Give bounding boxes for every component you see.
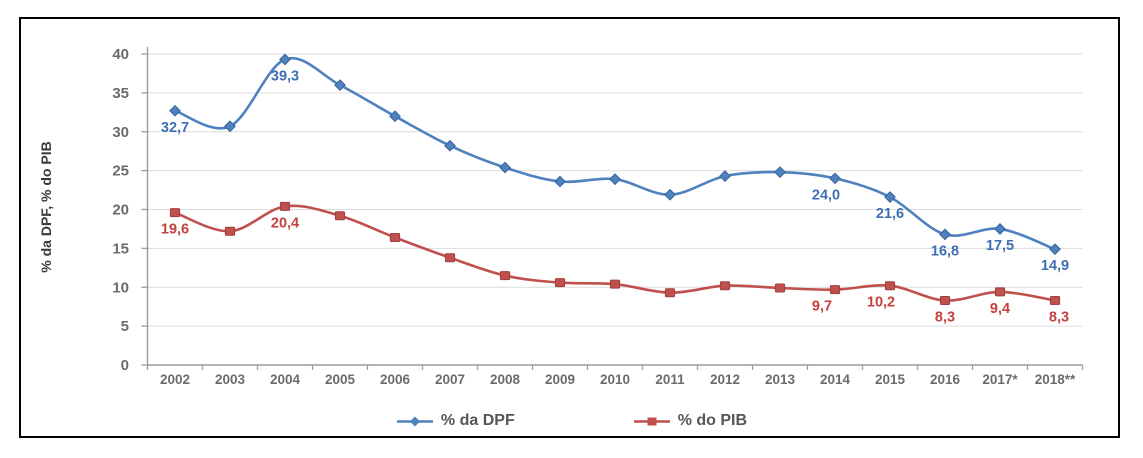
pib-marker [609, 279, 621, 289]
dpf-marker [939, 228, 951, 241]
x-tick-label: 2007 [435, 372, 465, 387]
pib-data-label: 10,2 [867, 295, 895, 311]
x-tick-label: 2017* [982, 372, 1018, 387]
pib-data-label: 9,4 [990, 301, 1010, 317]
pib-marker [719, 281, 731, 291]
dpf-marker [334, 79, 346, 92]
pib-marker [774, 283, 786, 293]
pib-marker [554, 278, 566, 288]
y-tick-label: 15 [112, 240, 129, 257]
dpf-marker [664, 188, 676, 201]
dpf-marker [169, 104, 181, 117]
y-tick-label: 25 [112, 163, 129, 180]
dpf-series-line [173, 56, 1057, 251]
y-tick-label: 30 [112, 124, 129, 141]
pib-marker [884, 281, 896, 291]
pib-data-label: 19,6 [161, 222, 189, 238]
dpf-data-label: 39,3 [271, 68, 299, 84]
y-tick-label: 0 [121, 357, 129, 374]
pib-marker [994, 287, 1006, 297]
y-tick-label: 35 [112, 85, 129, 102]
legend-item-pib[interactable]: % do PIB [633, 412, 747, 430]
legend-item-dpf[interactable]: % da DPF [396, 412, 515, 430]
dpf-data-label: 14,9 [1041, 258, 1069, 274]
pib-marker [939, 295, 951, 305]
pib-marker [334, 211, 346, 221]
dpf-marker [774, 166, 786, 179]
legend: % da DPF % do PIB [0, 408, 1143, 434]
pib-marker [664, 288, 676, 298]
y-tick-label: 10 [112, 279, 129, 296]
y-tick-label: 40 [112, 46, 129, 63]
dpf-marker [224, 120, 236, 133]
x-tick-label: 2004 [270, 372, 301, 387]
dpf-data-label: 16,8 [931, 243, 959, 259]
x-tick-label: 2015 [875, 372, 906, 387]
dpf-line-marker-icon [396, 416, 433, 426]
pib-marker [499, 271, 511, 281]
x-tick-label: 2009 [545, 372, 575, 387]
pib-marker [389, 232, 401, 242]
x-tick-label: 2012 [710, 372, 740, 387]
x-tick-label: 2005 [325, 372, 356, 387]
pib-data-label: 9,7 [812, 299, 832, 315]
dpf-marker [884, 191, 896, 203]
pib-data-label: 8,3 [935, 309, 955, 325]
dpf-marker [389, 110, 401, 123]
dpf-marker [444, 139, 456, 152]
x-tick-label: 2010 [600, 372, 630, 387]
pib-data-label: 20,4 [271, 215, 299, 231]
dpf-marker [994, 223, 1006, 235]
dpf-data-label: 24,0 [812, 187, 840, 203]
x-tick-label: 2003 [215, 372, 246, 387]
legend-label-dpf: % da DPF [440, 412, 515, 429]
dpf-marker [499, 161, 511, 174]
x-tick-label: 2013 [765, 372, 796, 387]
y-axis-title: % da DPF, % do PIB [38, 141, 54, 273]
x-tick-label: 2014 [820, 372, 851, 387]
x-tick-label: 2011 [655, 372, 685, 387]
x-tick-label: 2002 [160, 372, 190, 387]
dpf-marker [719, 170, 731, 182]
legend-label-pib: % do PIB [677, 412, 748, 429]
x-tick-label: 2016 [930, 372, 961, 387]
pib-marker [444, 253, 456, 263]
pib-marker [829, 285, 841, 295]
dpf-marker [279, 53, 291, 66]
dpf-marker [1049, 243, 1061, 256]
dpf-data-label: 32,7 [161, 120, 189, 136]
pib-line-marker-icon [633, 417, 670, 425]
dpf-marker [554, 175, 566, 188]
pib-marker [1049, 295, 1061, 305]
dpf-marker [609, 173, 621, 186]
dpf-data-label: 21,6 [876, 206, 904, 222]
pib-data-label: 8,3 [1049, 309, 1069, 325]
x-tick-label: 2006 [380, 372, 411, 387]
pib-marker [279, 201, 291, 211]
dpf-data-label: 17,5 [986, 238, 1014, 254]
pib-marker [224, 226, 236, 236]
y-tick-label: 20 [112, 202, 129, 219]
y-tick-label: 5 [121, 318, 129, 335]
x-tick-label: 2008 [490, 372, 521, 387]
pib-marker [169, 208, 181, 218]
x-tick-label: 2018** [1035, 372, 1076, 387]
dpf-marker [829, 172, 841, 185]
